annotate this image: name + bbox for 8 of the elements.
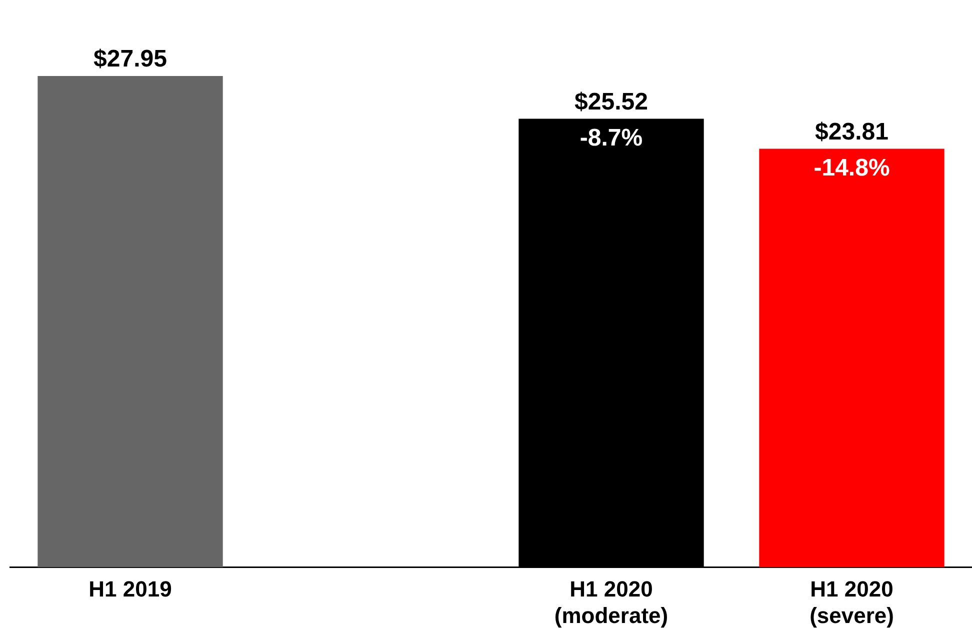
annotation: -14.8%	[814, 154, 890, 182]
x-tick-label: H1 2019	[88, 576, 172, 602]
annotation: -8.7%	[580, 124, 643, 152]
x-tick-label: H1 2020 (moderate)	[554, 576, 668, 628]
x-tick-label: H1 2020 (severe)	[810, 576, 894, 628]
data-label: $25.52	[574, 88, 648, 116]
data-label: $27.95	[94, 46, 167, 73]
data-label: $23.81	[815, 118, 888, 146]
